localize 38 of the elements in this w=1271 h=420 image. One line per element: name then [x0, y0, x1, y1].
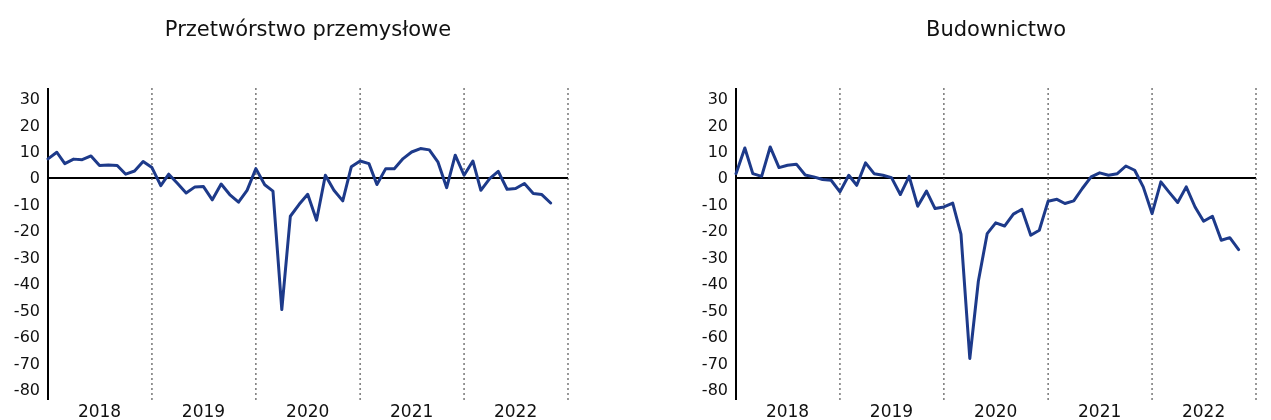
line-series	[46, 147, 553, 312]
x-tick-label: 2021	[1078, 401, 1122, 420]
y-tick-label: -10	[13, 194, 40, 214]
x-tick-label: 2021	[390, 401, 434, 420]
y-tick-label: -40	[701, 274, 728, 294]
y-tick-label: -70	[701, 353, 728, 373]
y-tick-label: -30	[13, 247, 40, 267]
x-tick-label: 2019	[869, 401, 914, 420]
y-tick-label: 30	[19, 89, 40, 109]
y-tick-label: 30	[707, 89, 728, 109]
y-tick-label: 0	[717, 168, 728, 188]
y-tick-label: -20	[13, 221, 40, 241]
y-tick-label: -20	[701, 221, 728, 241]
x-tick-label: 2018	[77, 401, 122, 420]
y-tick-label: 20	[707, 115, 728, 135]
y-tick-label: 20	[19, 115, 40, 135]
y-tick-label: -50	[701, 300, 728, 320]
x-tick-label: 2022	[493, 401, 538, 420]
y-tick-label: -60	[701, 327, 728, 347]
chart-title: Budownictwo	[925, 17, 1067, 41]
y-tick-label: -30	[701, 247, 728, 267]
y-tick-label: -40	[13, 274, 40, 294]
y-tick-label: -80	[701, 380, 728, 400]
x-tick-label: 2020	[286, 401, 330, 420]
x-tick-label: 2020	[974, 401, 1018, 420]
y-tick-label: -10	[701, 194, 728, 214]
y-tick-label: -80	[13, 380, 40, 400]
y-tick-label: 10	[19, 142, 40, 162]
y-tick-label: 0	[29, 168, 40, 188]
x-tick-label: 2019	[181, 401, 226, 420]
y-tick-label: -70	[13, 353, 40, 373]
y-tick-label: 10	[707, 142, 728, 162]
y-tick-label: -50	[13, 300, 40, 320]
y-tick-label: -60	[13, 327, 40, 347]
line-series	[734, 145, 1241, 360]
x-tick-label: 2022	[1181, 401, 1226, 420]
chart-title: Przetwórstwo przemysłowe	[164, 17, 452, 41]
x-tick-label: 2018	[765, 401, 810, 420]
